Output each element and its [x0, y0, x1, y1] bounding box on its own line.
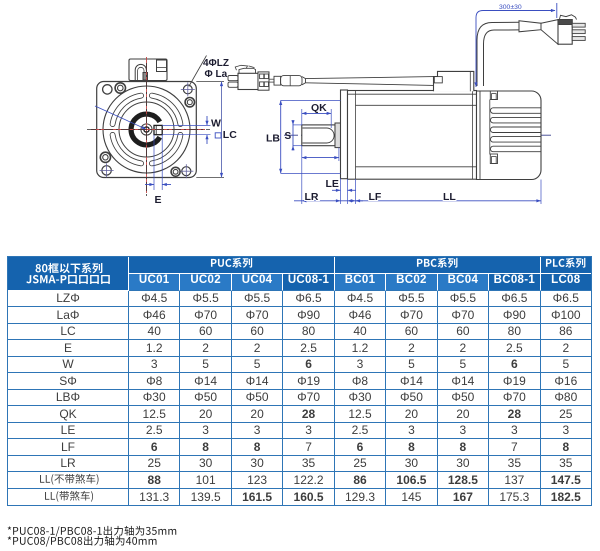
svg-text:LC: LC — [223, 129, 237, 141]
svg-text:LE: LE — [326, 178, 339, 190]
svg-text:LF: LF — [369, 191, 382, 203]
svg-text:LL: LL — [443, 191, 456, 203]
svg-text:S: S — [285, 131, 292, 142]
svg-text:4ΦLZ: 4ΦLZ — [203, 58, 229, 69]
svg-text:QK: QK — [311, 102, 327, 114]
svg-text:W: W — [211, 118, 221, 130]
svg-text:LR: LR — [305, 191, 319, 203]
svg-text:LB: LB — [266, 133, 280, 145]
svg-text:300±30: 300±30 — [499, 4, 522, 11]
svg-text:Φ La: Φ La — [205, 69, 228, 80]
svg-text:E: E — [155, 194, 162, 206]
